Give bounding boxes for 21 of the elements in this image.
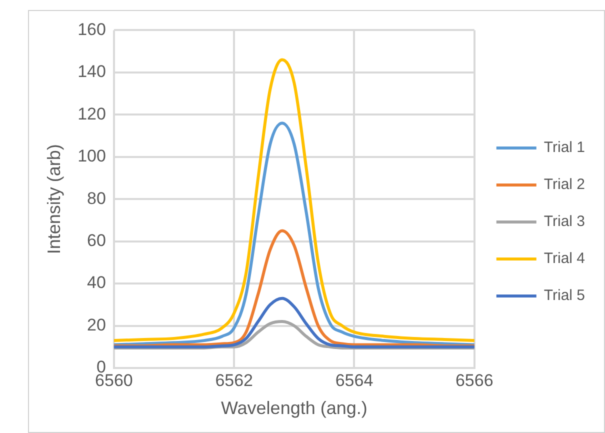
legend-label: Trial 4 — [544, 250, 586, 268]
y-tick-label: 120 — [78, 104, 106, 124]
x-tick-label: 6562 — [215, 370, 254, 390]
y-tick-label: 60 — [87, 231, 106, 250]
y-tick-label: 20 — [87, 315, 106, 334]
legend-label: Trial 2 — [544, 176, 586, 194]
y-tick-label: 160 — [78, 20, 106, 39]
y-tick-label: 40 — [87, 273, 106, 292]
legend-label: Trial 5 — [544, 287, 586, 304]
y-tick-label: 100 — [78, 146, 106, 166]
y-axis-title: Intensity (arb) — [44, 144, 64, 254]
legend-label: Trial 1 — [544, 139, 586, 156]
x-axis-title: Wavelength (ang.) — [220, 398, 368, 418]
y-tick-label: 80 — [87, 188, 106, 208]
line-series — [114, 122, 474, 346]
line-series — [114, 296, 474, 348]
x-tick-label: 6564 — [335, 370, 374, 390]
line-series — [114, 58, 474, 342]
x-tick-label: 6566 — [455, 370, 494, 390]
y-tick-label: 140 — [78, 62, 106, 82]
legend-label: Trial 3 — [544, 213, 586, 230]
